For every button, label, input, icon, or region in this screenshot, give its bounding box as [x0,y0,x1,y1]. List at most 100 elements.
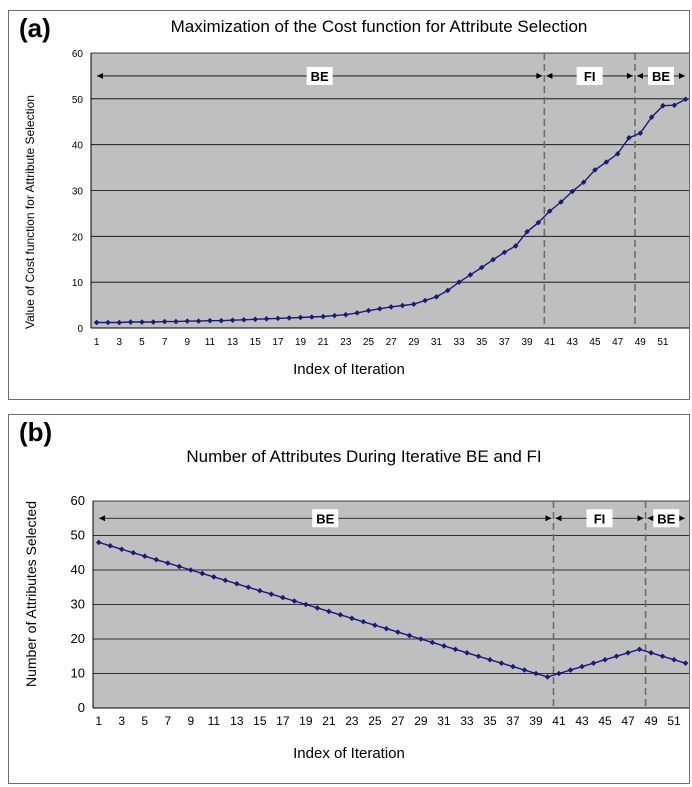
data-point [153,556,160,563]
data-point [275,315,281,322]
y-tick-label: 60 [71,493,85,508]
data-point [614,151,621,157]
x-tick-label: 33 [460,714,474,728]
data-point [464,650,470,656]
x-tick-label: 11 [208,714,221,728]
y-tick-label: 0 [78,700,85,715]
data-point [207,317,213,324]
data-point [648,650,654,656]
data-point [343,311,349,318]
data-point [309,314,315,320]
x-tick-label: 19 [299,714,313,728]
data-point [422,297,428,304]
data-point [349,615,355,622]
series-line [98,541,686,678]
data-point [173,318,179,325]
x-axis-label: Index of Iteration [293,745,405,762]
data-point [546,208,553,214]
data-point [383,625,390,632]
data-point [229,317,236,324]
data-point [406,632,413,639]
region-arrowhead [636,72,643,79]
region-label-box [586,509,613,528]
region-label-box [306,66,333,85]
data-point [671,102,678,109]
x-tick-label: 13 [227,337,239,348]
data-point [263,316,270,322]
data-point [141,553,148,559]
region-label: BE [311,69,329,84]
data-point [395,629,401,635]
data-point [331,312,338,319]
x-tick-label: 49 [635,337,647,348]
data-point [467,272,474,278]
x-tick-label: 39 [521,337,533,348]
region-label: BE [652,69,670,84]
data-point [280,594,286,601]
data-point [487,656,493,663]
data-point [218,317,225,324]
data-point [498,660,505,666]
x-tick-label: 23 [345,714,359,728]
x-tick-label: 37 [499,337,511,348]
data-point [501,249,508,256]
data-point [107,543,114,549]
data-point [93,319,100,326]
x-tick-label: 39 [529,714,543,728]
x-tick-label: 23 [340,337,352,348]
data-point [444,287,451,294]
data-point [567,667,574,673]
x-tick-label: 7 [162,337,168,348]
data-point [195,318,202,324]
data-point [660,102,666,109]
x-tick-label: 27 [386,337,398,348]
data-point [558,199,564,205]
y-tick-label: 10 [71,666,85,681]
region-arrowhead [99,515,105,522]
data-point [636,646,643,653]
x-tick-label: 51 [667,714,681,728]
x-tick-label: 35 [483,714,497,728]
x-tick-label: 17 [276,714,290,728]
y-tick-label: 10 [72,278,84,289]
panel-label: (a) [19,13,51,43]
region-arrowhead [536,72,543,79]
y-tick-label: 40 [72,141,84,152]
x-tick-label: 7 [164,714,171,728]
y-tick-label: 60 [72,49,84,60]
x-tick-label: 45 [598,714,612,728]
data-point [176,563,183,570]
data-point [222,577,229,584]
data-point [291,598,298,604]
region-label-box [647,66,674,85]
data-point [579,663,585,670]
x-tick-label: 31 [431,337,443,348]
panel-b: (b) Number of Attributes During Iterativ… [8,414,690,784]
x-tick-label: 19 [295,337,307,348]
x-tick-label: 5 [139,337,145,348]
x-tick-label: 45 [589,337,601,348]
x-tick-label: 13 [230,714,244,728]
data-point [161,318,168,325]
x-tick-label: 37 [506,714,520,728]
x-tick-label: 15 [253,714,267,728]
data-point [150,319,157,325]
x-tick-label: 25 [363,337,375,348]
x-tick-label: 31 [437,714,451,728]
data-point [569,188,576,195]
data-point [257,587,263,594]
x-tick-label: 29 [408,337,420,348]
region-label-box [576,66,603,85]
data-point [490,256,496,263]
x-tick-label: 47 [621,714,635,728]
x-tick-label: 41 [544,337,556,348]
region-label-box [312,509,339,528]
x-tick-label: 9 [187,714,194,728]
y-tick-label: 40 [71,562,85,577]
data-point [372,622,378,628]
data-point [602,656,608,663]
x-tick-label: 3 [117,337,123,348]
region-arrowhead [546,72,553,79]
region-arrowhead [626,72,633,79]
